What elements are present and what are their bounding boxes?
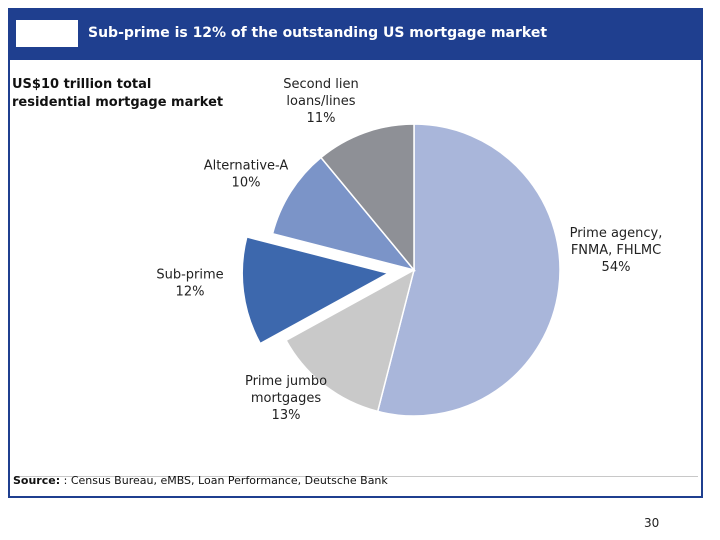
slide-frame: Sub-prime is 12% of the outstanding US m… xyxy=(8,8,703,498)
pie-slice-3 xyxy=(271,156,417,272)
pie-slice-4 xyxy=(319,123,415,273)
slice-label-1-line-2: 13% xyxy=(272,408,301,423)
pie-slice-2 xyxy=(241,236,391,345)
subtitle-line-1: US$10 trillion total xyxy=(12,77,152,92)
slice-label-0: Prime agency, FNMA, FHLMC 54% xyxy=(570,226,663,275)
slice-label-2: Sub-prime 12% xyxy=(156,268,223,300)
slice-label-2-line-1: 12% xyxy=(176,285,205,300)
header-bar: Sub-prime is 12% of the outstanding US m… xyxy=(10,10,701,60)
source-divider xyxy=(18,476,698,477)
slice-label-0-line-0: Prime agency, xyxy=(570,226,663,241)
chart-subtitle: US$10 trillion total residential mortgag… xyxy=(12,76,223,112)
source-label: Source: xyxy=(13,474,61,487)
slice-label-1-line-1: mortgages xyxy=(251,391,322,406)
slice-label-4-line-1: loans/lines xyxy=(286,94,355,109)
slice-label-3-line-0: Alternative-A xyxy=(204,159,289,174)
slice-label-0-line-1: FNMA, FHLMC xyxy=(571,243,661,258)
pie-slice-0 xyxy=(376,123,561,417)
subtitle-line-2: residential mortgage market xyxy=(12,95,224,110)
slice-label-3: Alternative-A 10% xyxy=(204,159,289,191)
slice-label-4: Second lien loans/lines 11% xyxy=(283,77,358,126)
slice-label-3-line-1: 10% xyxy=(232,176,261,191)
logo-placeholder xyxy=(16,20,78,47)
slice-label-4-line-0: Second lien xyxy=(283,77,358,92)
slice-label-1: Prime jumbo mortgages 13% xyxy=(245,374,327,423)
slice-label-0-line-2: 54% xyxy=(602,260,631,275)
slice-label-2-line-0: Sub-prime xyxy=(156,268,223,283)
source-note: Source: : Census Bureau, eMBS, Loan Perf… xyxy=(13,474,388,487)
slice-label-1-line-0: Prime jumbo xyxy=(245,374,327,389)
chart-title: Sub-prime is 12% of the outstanding US m… xyxy=(88,25,548,41)
slice-label-4-line-2: 11% xyxy=(307,111,336,126)
pie-slice-1 xyxy=(285,268,416,413)
page-number: 30 xyxy=(644,516,660,530)
source-text: : Census Bureau, eMBS, Loan Performance,… xyxy=(60,474,388,487)
